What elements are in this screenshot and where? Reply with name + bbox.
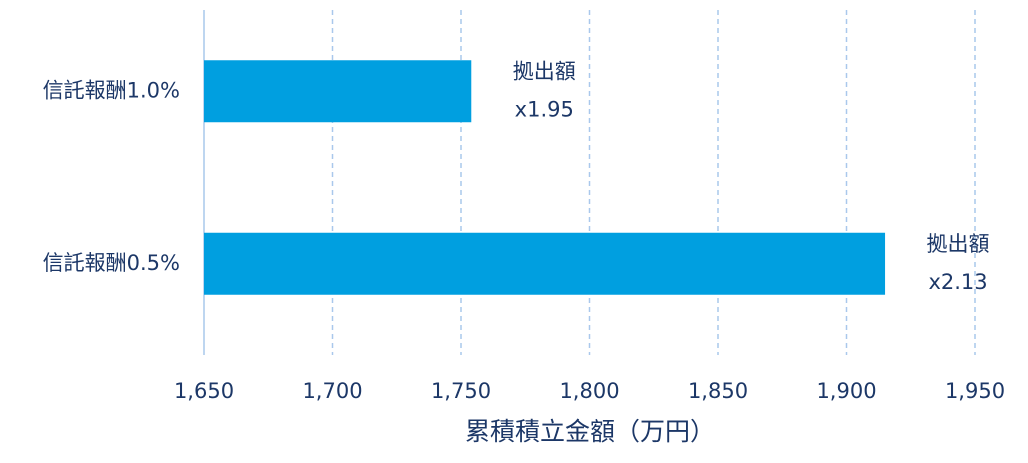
y-tick-label: 信託報酬0.5% <box>43 251 180 275</box>
x-axis-title: 累積積立金額（万円） <box>465 417 715 446</box>
x-tick-label: 1,650 <box>174 379 234 403</box>
x-tick-label: 1,950 <box>945 379 1005 403</box>
x-tick-label: 1,750 <box>431 379 491 403</box>
annotation: x2.13 <box>928 270 987 294</box>
x-tick-label: 1,700 <box>302 379 362 403</box>
bar <box>204 232 886 295</box>
annotation: 拠出額 <box>513 59 576 83</box>
bar <box>204 60 472 123</box>
annotation: x1.95 <box>515 97 574 121</box>
x-tick-label: 1,850 <box>688 379 748 403</box>
x-tick-label: 1,900 <box>816 379 876 403</box>
y-tick-label: 信託報酬1.0% <box>43 78 180 102</box>
x-tick-label: 1,800 <box>559 379 619 403</box>
annotation: 拠出額 <box>927 232 990 256</box>
